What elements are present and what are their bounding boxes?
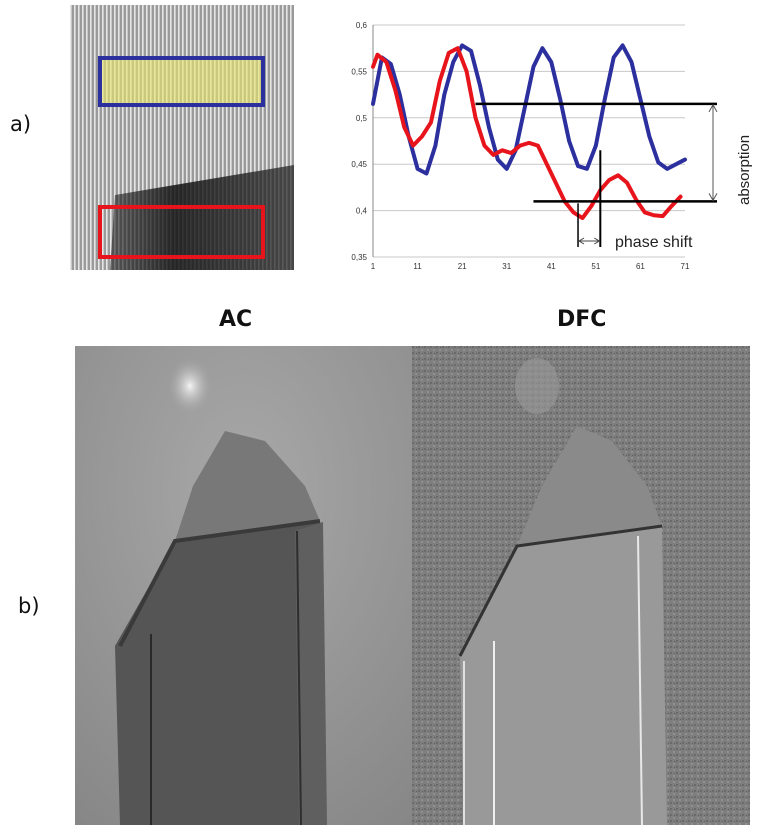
ac-crystal-edge — [118, 519, 321, 647]
phase-shift-label: phase shift — [615, 234, 693, 251]
panel-a-label: a) — [10, 112, 32, 136]
ac-crystal-top — [175, 431, 320, 541]
ac-crystal-side — [295, 522, 327, 825]
x-tick-label: 61 — [636, 262, 645, 271]
roi-fill — [100, 58, 263, 105]
dfc-image — [412, 346, 750, 825]
ac-bright-spot — [168, 358, 212, 414]
x-tick-label: 21 — [458, 262, 467, 271]
y-tick-label: 0,6 — [356, 21, 368, 30]
ac-crystal-body — [115, 521, 325, 825]
intensity-chart: 0,350,40,450,50,550,6 1 11 21 31 41 51 61 71 ab… — [351, 21, 753, 271]
x-tick-label: 41 — [547, 262, 556, 271]
x-tick-label: 71 — [681, 262, 690, 271]
absorption-arrow-head-bottom — [708, 193, 718, 202]
y-tick-label: 0,45 — [351, 160, 367, 169]
x-tick-label: 51 — [591, 262, 600, 271]
ac-image — [75, 346, 412, 825]
roi-box-blue — [98, 56, 265, 107]
annotations — [475, 102, 718, 247]
absorption-label: absorption — [736, 135, 753, 205]
dfc-crystal-edge-right — [637, 535, 643, 825]
x-tick-labels: 1 11 21 31 41 51 61 71 — [371, 262, 690, 271]
y-tick-label: 0,5 — [356, 114, 368, 123]
dfc-bright-spot — [515, 358, 559, 414]
series-line-blue — [371, 43, 687, 176]
x-tick-label: 31 — [502, 262, 511, 271]
y-tick-label: 0,55 — [351, 67, 367, 76]
dfc-title: DFC — [557, 307, 607, 332]
phase-arrow-head-right — [594, 237, 601, 245]
sample-shadow — [110, 165, 294, 270]
x-tick-label: 1 — [371, 262, 376, 271]
series-line-red — [371, 46, 683, 221]
grating-image — [70, 5, 294, 270]
dfc-crystal-body — [460, 526, 667, 825]
ac-crystal-edge-right — [296, 530, 302, 825]
y-tick-label: 0,4 — [356, 207, 368, 216]
panel-b-label: b) — [18, 594, 40, 618]
phase-arrow-head-left — [578, 237, 585, 245]
y-tick-labels: 0,35 0,4 0,45 0,5 0,55 0,6 — [351, 21, 367, 262]
absorption-arrow-head-top — [708, 103, 718, 113]
x-tick-label: 11 — [413, 262, 422, 271]
dfc-crystal-top — [517, 426, 662, 546]
roi-box-red — [98, 205, 265, 259]
dfc-crystal-edge — [458, 524, 663, 657]
ac-title: AC — [219, 307, 253, 332]
y-tick-label: 0,35 — [351, 253, 367, 262]
